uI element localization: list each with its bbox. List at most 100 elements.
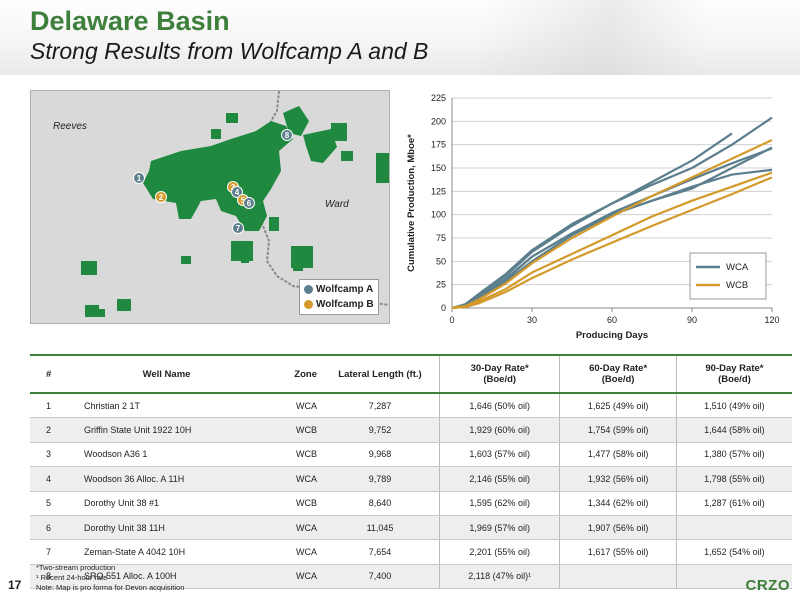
cell-90-day: 1,510 (49% oil) [675, 393, 792, 419]
col-header-number: # [30, 354, 80, 394]
table-row: 7 Zeman-State A 4042 10H WCA 7,654 2,201 (55… [30, 539, 792, 565]
legend-label-wca: WCA [726, 262, 749, 273]
cell-number: 3 [30, 442, 80, 468]
col-header-well-name: Well Name [80, 354, 253, 394]
cell-90-day: 1,798 (55% oil) [675, 466, 792, 492]
col-header-lateral-length: Lateral Length (ft.) [321, 354, 440, 394]
series-line-wcb [451, 139, 773, 310]
cell-90-day: 1,380 (57% oil) [675, 442, 792, 468]
table-row: 5 Dorothy Unit 38 #1 WCB 8,640 1,595 (62% oi… [30, 491, 792, 516]
cell-zone: WCA [253, 393, 321, 419]
cell-30-day: 2,146 (55% oil) [438, 466, 560, 492]
well-marker: 8 [281, 129, 293, 141]
legend-label: Wolfcamp A [316, 284, 374, 295]
cell-90-day [675, 564, 792, 590]
well-marker: 6 [243, 197, 255, 209]
series-line-wca [451, 168, 773, 310]
header-band [0, 0, 800, 75]
cell-30-day: 1,969 (57% oil) [438, 515, 560, 541]
cell-30-day: 1,603 (57% oil) [438, 442, 560, 468]
legend-label: Wolfcamp B [316, 299, 374, 310]
table-row: 2 Griffin State Unit 1922 10H WCB 9,752 1,92… [30, 417, 792, 443]
col-header-30-day: 30-Day Rate* (Boe/d) [438, 354, 560, 394]
series-line-wcb [451, 171, 773, 310]
cell-30-day: 1,646 (50% oil) [438, 393, 560, 419]
well-marker: 1 [133, 172, 145, 184]
x-tick-label: 0 [449, 315, 454, 325]
acreage-blocks [81, 106, 389, 317]
chart-legend-box [689, 252, 767, 300]
cell-lateral-length: 11,045 [321, 515, 440, 541]
footnote: ¹ Recent 24-hour rate [36, 573, 108, 582]
cell-lateral-length: 7,654 [321, 539, 440, 565]
cell-number: 2 [30, 417, 80, 443]
page-subtitle: Strong Results from Wolfcamp A and B [30, 38, 429, 64]
cell-30-day: 2,201 (55% oil) [438, 539, 560, 565]
cell-number: 5 [30, 491, 80, 516]
cell-lateral-length: 7,400 [321, 564, 440, 590]
x-tick-label: 60 [607, 315, 617, 325]
cell-90-day [675, 515, 792, 541]
cell-30-day: 2,118 (47% oil)¹ [438, 564, 560, 590]
production-chart: 0 25 50 75 100 125 150 175 200 225 0 30 60 90 120 Produ… [402, 90, 792, 348]
wells-table: # Well Name Zone Lateral Length (ft.) 30… [30, 354, 792, 590]
acreage-map: Reeves Ward 1 2 3 4 5 6 7 8 Wolfcamp A W… [30, 90, 390, 324]
cell-zone: WCB [253, 417, 321, 443]
chart-svg: 0 25 50 75 100 125 150 175 200 225 0 30 60 90 120 Produ… [406, 93, 780, 341]
cell-60-day [559, 564, 677, 590]
legend-swatch [304, 300, 313, 309]
series-line-wcb [451, 176, 773, 310]
cell-well-name: Woodson 36 Alloc. A 11H [80, 466, 253, 492]
series-line-wca [451, 132, 733, 310]
cell-lateral-length: 8,640 [321, 491, 440, 516]
cell-60-day: 1,907 (56% oil) [559, 515, 677, 541]
cell-well-name: Christian 2 1T [80, 393, 253, 419]
cell-well-name: SRO 551 Alloc. A 100H [80, 564, 253, 590]
table-row: 1 Christian 2 1T WCA 7,287 1,646 (50% oil) 1,… [30, 393, 792, 419]
cell-90-day: 1,652 (54% oil) [675, 539, 792, 565]
y-tick-label: 50 [436, 256, 446, 266]
y-tick-label: 175 [431, 140, 446, 150]
cell-zone: WCA [253, 515, 321, 541]
cell-zone: WCA [253, 466, 321, 492]
footnotes: *Two-stream production ¹ Recent 24-hour … [36, 563, 184, 593]
cell-zone: WCB [253, 491, 321, 516]
cell-number: 6 [30, 515, 80, 541]
table-row: 3 Woodson A36 1 WCB 9,968 1,603 (57% oil) 1,4… [30, 442, 792, 468]
cell-lateral-length: 7,287 [321, 393, 440, 419]
map-graphic [81, 91, 389, 317]
y-axis-title: Cumulative Production, Mboe* [406, 134, 417, 272]
map-legend: Wolfcamp A Wolfcamp B [299, 279, 379, 315]
cell-well-name: Dorothy Unit 38 #1 [80, 491, 253, 516]
x-axis-title: Producing Days [576, 330, 648, 341]
cell-number: 4 [30, 466, 80, 492]
cell-number: 1 [30, 393, 80, 419]
cell-lateral-length: 9,789 [321, 466, 440, 492]
cell-60-day: 1,754 (59% oil) [559, 417, 677, 443]
col-header-zone: Zone [253, 354, 321, 394]
col-header-60-day: 60-Day Rate* (Boe/d) [559, 354, 677, 394]
cell-90-day: 1,287 (61% oil) [675, 491, 792, 516]
cell-60-day: 1,477 (58% oil) [559, 442, 677, 468]
y-tick-label: 25 [436, 280, 446, 290]
page-title: Delaware Basin [30, 6, 230, 36]
cell-60-day: 1,932 (56% oil) [559, 466, 677, 492]
y-tick-label: 0 [441, 303, 446, 313]
county-label-ward: Ward [325, 199, 349, 210]
y-tick-label: 100 [431, 210, 446, 220]
x-tick-label: 30 [527, 315, 537, 325]
cell-90-day: 1,644 (58% oil) [675, 417, 792, 443]
cell-30-day: 1,929 (60% oil) [438, 417, 560, 443]
legend-label-wcb: WCB [726, 280, 748, 291]
page-number: 17 [8, 578, 22, 592]
cell-zone: WCB [253, 442, 321, 468]
col-header-90-day: 90-Day Rate* (Boe/d) [675, 354, 792, 394]
table-row: 8 SRO 551 Alloc. A 100H WCA 7,400 2,118 (47%… [30, 564, 792, 590]
cell-well-name: Dorothy Unit 38 11H [80, 515, 253, 541]
cell-zone: WCA [253, 564, 321, 590]
county-label-reeves: Reeves [53, 121, 87, 132]
y-tick-label: 150 [431, 163, 446, 173]
cell-well-name: Woodson A36 1 [80, 442, 253, 468]
y-tick-label: 75 [436, 233, 446, 243]
cell-zone: WCA [253, 539, 321, 565]
